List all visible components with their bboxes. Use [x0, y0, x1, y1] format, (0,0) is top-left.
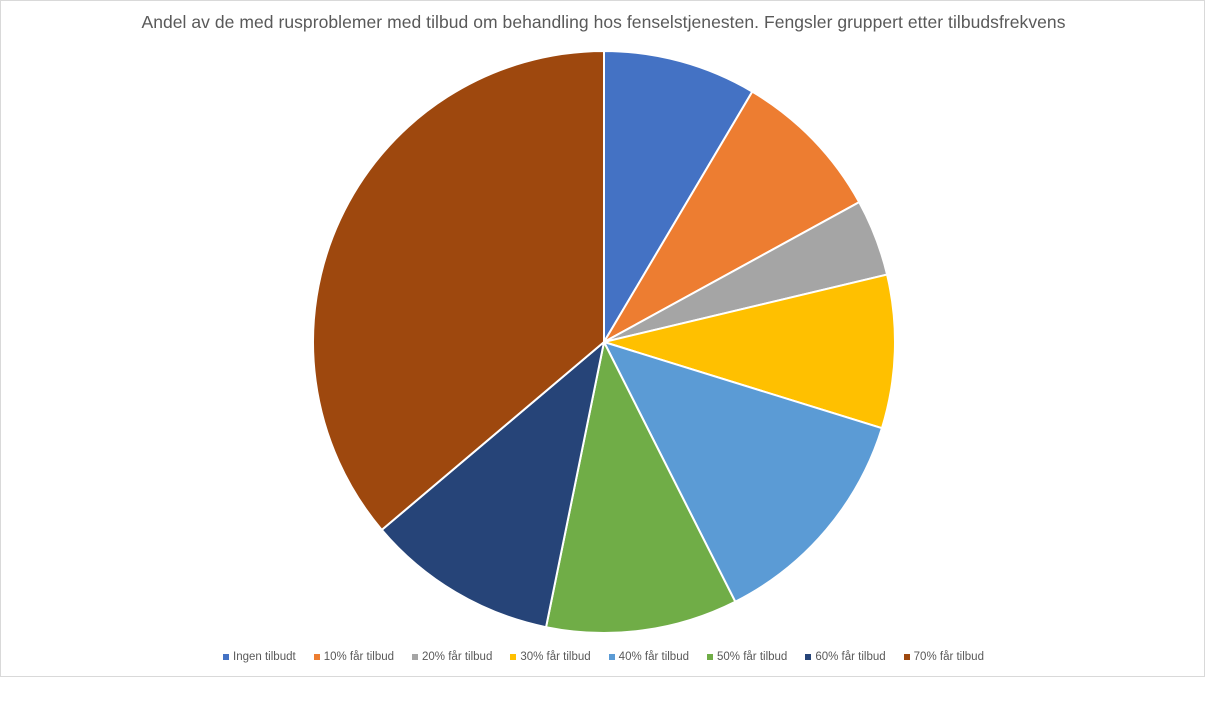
legend-swatch-icon [805, 654, 812, 660]
legend-label: 40% får tilbud [618, 651, 689, 663]
legend-label: 60% får tilbud [815, 651, 886, 663]
pie-slice-6 [544, 338, 737, 634]
legend-swatch-icon [412, 654, 419, 660]
legend-label: 30% får tilbud [520, 651, 591, 663]
legend-item: 70% får tilbud [903, 651, 984, 663]
legend-item: 20% får tilbud [412, 651, 492, 663]
legend-label: Ingen tilbudt [233, 651, 296, 663]
pie-slice-2 [601, 90, 861, 345]
chart-legend: Ingen tilbudt 10% får tilbud 20% får tilbu… [1, 651, 1206, 663]
pie-slice-5 [602, 340, 884, 604]
pie-slice-7 [380, 339, 606, 629]
pie-slice-4 [600, 273, 896, 430]
legend-item: 40% får tilbud [608, 651, 689, 663]
legend-item: Ingen tilbudt [223, 651, 296, 663]
legend-item: 60% får tilbud [805, 651, 886, 663]
legend-label: 10% får tilbud [323, 651, 395, 663]
legend-label: 50% får tilbud [717, 651, 788, 663]
chart-title: Andel av de med rusproblemer med tilbud … [141, 12, 1066, 32]
legend-swatch-icon [223, 654, 230, 660]
pie-slice-1 [603, 49, 754, 346]
legend-swatch-icon [313, 654, 320, 660]
chart-area: Andel av de med rusproblemer med tilbud … [0, 0, 1205, 677]
legend-item: 30% får tilbud [510, 651, 591, 663]
pie-slice-8 [312, 49, 605, 532]
pie-chart [312, 49, 896, 634]
legend-swatch-icon [903, 654, 910, 660]
legend-swatch-icon [608, 654, 615, 660]
legend-swatch-icon [510, 654, 517, 660]
legend-item: 10% får tilbud [313, 651, 395, 663]
legend-swatch-icon [707, 654, 713, 660]
legend-label: 70% får tilbud [913, 651, 984, 663]
legend-label: 20% får tilbud [422, 651, 493, 663]
legend-item: 50% får tilbud [707, 651, 787, 663]
